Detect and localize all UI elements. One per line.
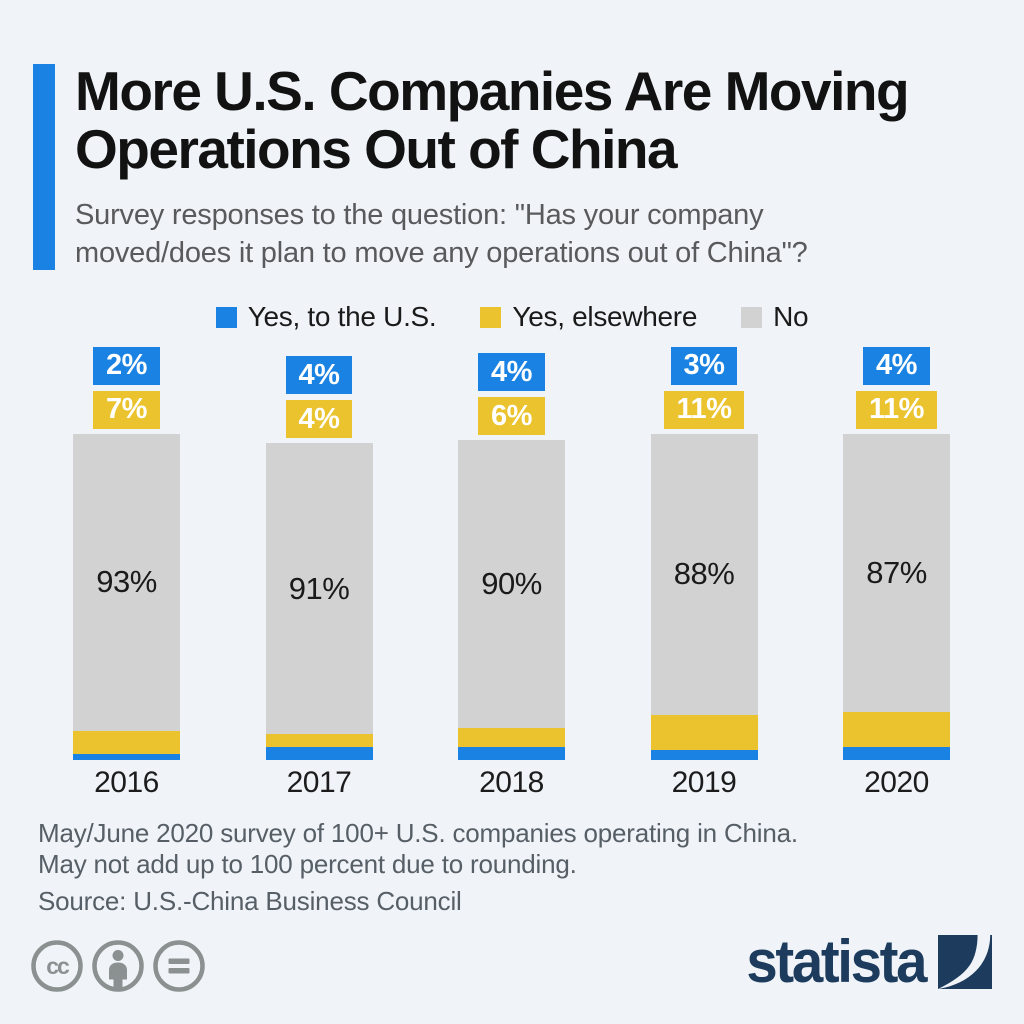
- legend-item-2: No: [741, 301, 809, 333]
- x-axis-labels: 2016 2017 2018 2019 2020: [73, 766, 950, 800]
- segment-yes-us: [265, 747, 373, 760]
- segment-yes-elsewhere: [650, 715, 758, 751]
- segment-yes-elsewhere: [265, 734, 373, 748]
- bar-column-2018: 4% 6% 90%: [458, 353, 565, 760]
- creative-commons-license[interactable]: cc: [29, 938, 207, 994]
- segment-no: 93%: [73, 433, 180, 732]
- segment-yes-us: [73, 753, 180, 760]
- attribution-icon[interactable]: [90, 938, 146, 994]
- legend-label: Yes, elsewhere: [512, 301, 698, 332]
- callout-yes-us: 3%: [670, 346, 738, 385]
- callout-yes-elsewhere: 11%: [663, 390, 745, 429]
- segment-yes-us: [650, 750, 758, 760]
- statista-logo-mark-icon: [938, 935, 992, 989]
- legend-swatch-icon: [741, 306, 763, 328]
- segment-yes-us: [458, 747, 565, 760]
- axis-label-2016: 2016: [94, 766, 159, 799]
- bar-column-2019: 3% 11% 88%: [650, 346, 758, 760]
- axis-label-2020: 2020: [864, 766, 929, 799]
- callout-yes-elsewhere: 7%: [93, 390, 160, 429]
- source-line: Source: U.S.-China Business Council: [38, 886, 462, 916]
- legend-label: No: [773, 301, 809, 332]
- segment-no-value: 87%: [866, 554, 927, 590]
- segment-no: 91%: [265, 443, 373, 735]
- segment-no-value: 91%: [288, 570, 350, 606]
- axis-label-2019: 2019: [671, 766, 737, 799]
- statista-wordmark: statista: [746, 928, 927, 995]
- legend-item-0: Yes, to the U.S.: [215, 301, 437, 333]
- callout-yes-elsewhere: 6%: [478, 397, 545, 436]
- segment-no-value: 90%: [481, 566, 542, 602]
- segment-no-value: 93%: [96, 564, 157, 600]
- subtitle: Survey responses to the question: "Has y…: [75, 199, 808, 269]
- segment-yes-elsewhere: [73, 731, 180, 754]
- callout-yes-us: 4%: [285, 356, 353, 395]
- bar-column-2016: 2% 7% 93%: [73, 346, 180, 760]
- title-accent-bar: [33, 64, 55, 270]
- legend-item-1: Yes, elsewhere: [480, 301, 697, 333]
- legend-label: Yes, to the U.S.: [247, 301, 437, 332]
- bar-column-2017: 4% 4% 91%: [265, 356, 373, 760]
- segment-yes-elsewhere: [843, 712, 950, 748]
- legend-swatch-icon: [480, 306, 502, 328]
- cc-icon[interactable]: cc: [29, 938, 85, 994]
- equal-license-icon[interactable]: [151, 938, 207, 994]
- page-title: More U.S. Companies Are Moving Operation…: [75, 60, 910, 180]
- bar-column-2020: 4% 11% 87%: [843, 346, 950, 760]
- callout-yes-us: 4%: [478, 353, 545, 392]
- segment-no-value: 88%: [673, 556, 735, 592]
- callout-yes-elsewhere: 4%: [285, 400, 353, 439]
- axis-label-2017: 2017: [286, 766, 352, 799]
- segment-no: 87%: [843, 433, 950, 713]
- legend: Yes, to the U.S. Yes, elsewhere No: [0, 301, 1024, 333]
- survey-note: May/June 2020 survey of 100+ U.S. compan…: [38, 818, 798, 879]
- axis-label-2018: 2018: [479, 766, 544, 799]
- segment-no: 88%: [650, 433, 758, 716]
- callout-yes-us: 4%: [863, 346, 930, 385]
- segment-yes-elsewhere: [458, 728, 565, 748]
- segment-yes-us: [843, 747, 950, 760]
- statista-logo[interactable]: statista: [735, 932, 992, 992]
- svg-text:cc: cc: [46, 953, 70, 979]
- callout-yes-us: 2%: [93, 346, 160, 385]
- callout-yes-elsewhere: 11%: [856, 390, 937, 429]
- legend-swatch-icon: [215, 306, 237, 328]
- segment-no: 90%: [458, 440, 565, 729]
- stacked-bar-chart: 2% 7% 93% 4% 4% 91% 4% 6% 90% 3% 11% 88% 4% 11% 87%: [73, 330, 950, 760]
